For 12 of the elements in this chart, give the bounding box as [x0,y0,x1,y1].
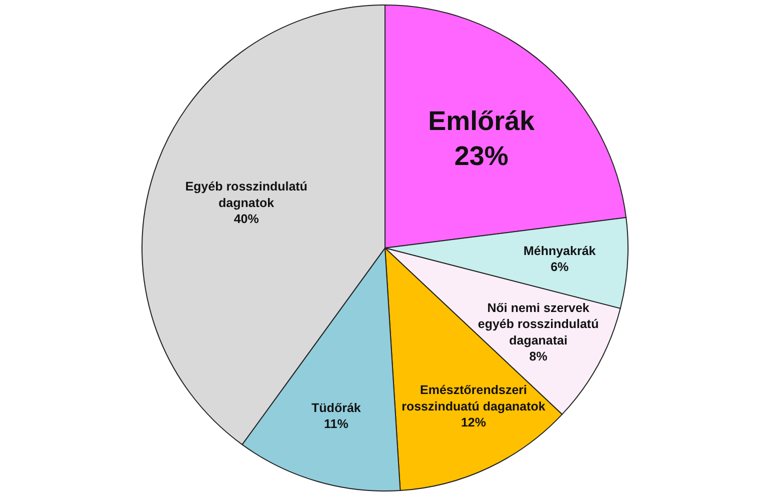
slice-label: Emlőrák [428,106,536,136]
slice-label: Egyéb rosszindulatú dagnatok [185,180,308,210]
data-label: 11% [324,417,348,432]
data-label: 23% [454,141,508,172]
data-label: 8% [529,350,548,364]
data-label: 40% [234,212,259,226]
slice-label: Méhnyakrák [523,244,596,258]
slice-label: Emésztőrendszeri rosszinduatú daganatok [402,383,546,414]
slice-label: Női nemi szervek egyéb rosszindulatú daganatai [478,300,599,348]
data-label: 12% [460,416,486,430]
data-label: 6% [550,260,569,274]
slice-label: Tüdőrák [312,400,361,415]
